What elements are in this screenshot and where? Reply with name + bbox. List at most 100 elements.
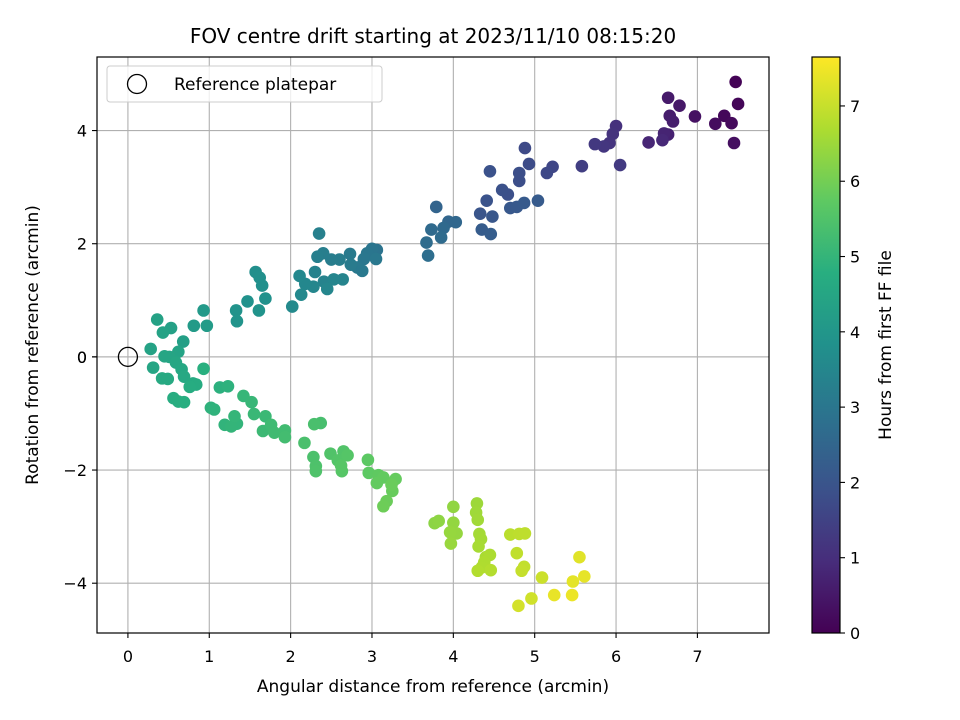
data-point: [471, 513, 485, 527]
data-point: [355, 264, 369, 278]
data-point: [666, 115, 680, 128]
data-point: [575, 159, 589, 173]
data-point: [228, 409, 241, 423]
data-point: [362, 466, 376, 480]
data-point: [307, 417, 321, 431]
colorbar-tick-label: 6: [850, 172, 860, 191]
data-point: [688, 110, 702, 123]
x-tick-label: 3: [367, 647, 377, 666]
reference-platepar-marker: [117, 346, 139, 368]
data-point: [255, 279, 269, 292]
y-tick-label: −2: [63, 461, 87, 480]
colorbar-tick-label: 3: [850, 398, 860, 417]
data-point: [503, 528, 517, 541]
y-tick-label: 0: [77, 348, 87, 367]
data-point: [725, 116, 738, 130]
data-point: [294, 288, 308, 301]
data-point: [183, 380, 197, 394]
data-point: [197, 304, 210, 317]
x-tick-label: 0: [123, 647, 133, 666]
data-point: [547, 588, 561, 602]
data-point: [420, 236, 433, 249]
data-point: [369, 252, 383, 266]
data-point: [727, 136, 741, 150]
legend: Reference platepar: [106, 65, 383, 103]
data-point: [729, 75, 742, 89]
data-point: [525, 592, 538, 605]
x-tick-label: 1: [204, 647, 214, 666]
data-point: [327, 273, 341, 286]
data-point: [241, 295, 254, 308]
data-point: [512, 599, 525, 613]
data-point: [278, 430, 292, 444]
data-point: [229, 304, 243, 317]
colorbar-tick-label: 2: [850, 473, 860, 492]
data-point: [341, 449, 354, 462]
data-point: [221, 380, 235, 393]
data-point: [470, 497, 484, 510]
data-point: [224, 420, 238, 433]
data-point: [377, 499, 390, 513]
data-point: [187, 319, 201, 333]
data-point: [437, 221, 450, 235]
data-point: [573, 550, 586, 564]
data-point: [200, 319, 214, 333]
data-point: [344, 258, 358, 271]
data-point: [161, 372, 175, 386]
data-point: [447, 516, 460, 529]
x-axis-ticks: 0 1 2 3 4 5 6 7: [123, 633, 703, 666]
legend-box: [106, 65, 383, 103]
data-point: [308, 265, 322, 279]
data-point: [357, 252, 371, 266]
data-point: [421, 249, 435, 262]
data-point: [518, 527, 532, 540]
data-point: [515, 564, 528, 578]
x-tick-label: 6: [611, 647, 621, 666]
data-point: [176, 335, 190, 348]
y-tick-label: 4: [77, 122, 87, 141]
data-point: [566, 575, 580, 588]
data-point: [540, 166, 554, 180]
data-point: [673, 99, 686, 112]
data-point: [531, 194, 545, 208]
data-point: [309, 464, 323, 478]
data-point: [512, 174, 526, 188]
data-point: [484, 563, 498, 577]
data-point: [158, 350, 171, 363]
data-point: [517, 196, 531, 210]
data-point: [312, 227, 326, 240]
grid-lines: [97, 57, 769, 633]
colorbar-ticks: 0 1 2 3 4 5 6 7: [840, 97, 860, 643]
data-point: [259, 292, 272, 305]
data-point: [150, 313, 164, 326]
data-point: [444, 537, 458, 550]
colorbar-label: Hours from first FF file: [876, 250, 896, 440]
data-point: [473, 207, 487, 221]
data-point: [661, 91, 675, 105]
data-point: [177, 395, 191, 409]
x-tick-label: 7: [692, 647, 702, 666]
y-axis-label: Rotation from reference (arcmin): [23, 205, 43, 485]
data-point: [449, 215, 463, 229]
data-point: [370, 476, 384, 490]
data-point: [156, 326, 170, 339]
y-tick-label: 0: [77, 348, 87, 367]
data-point: [522, 157, 536, 171]
data-point: [471, 564, 485, 578]
colorbar-tick-label: 5: [850, 248, 860, 267]
data-point: [425, 223, 438, 236]
data-point: [361, 453, 375, 467]
data-point: [731, 97, 745, 111]
x-tick-label: 4: [448, 647, 458, 666]
data-point: [230, 314, 244, 328]
legend-label: Reference platepar: [174, 75, 336, 95]
y-tick-label: 2: [77, 235, 87, 254]
colorbar-tick-label: 0: [850, 624, 860, 643]
data-point: [343, 247, 357, 261]
data-point: [385, 478, 398, 492]
data-point: [510, 546, 524, 560]
data-point: [578, 570, 591, 583]
data-point: [443, 525, 457, 539]
